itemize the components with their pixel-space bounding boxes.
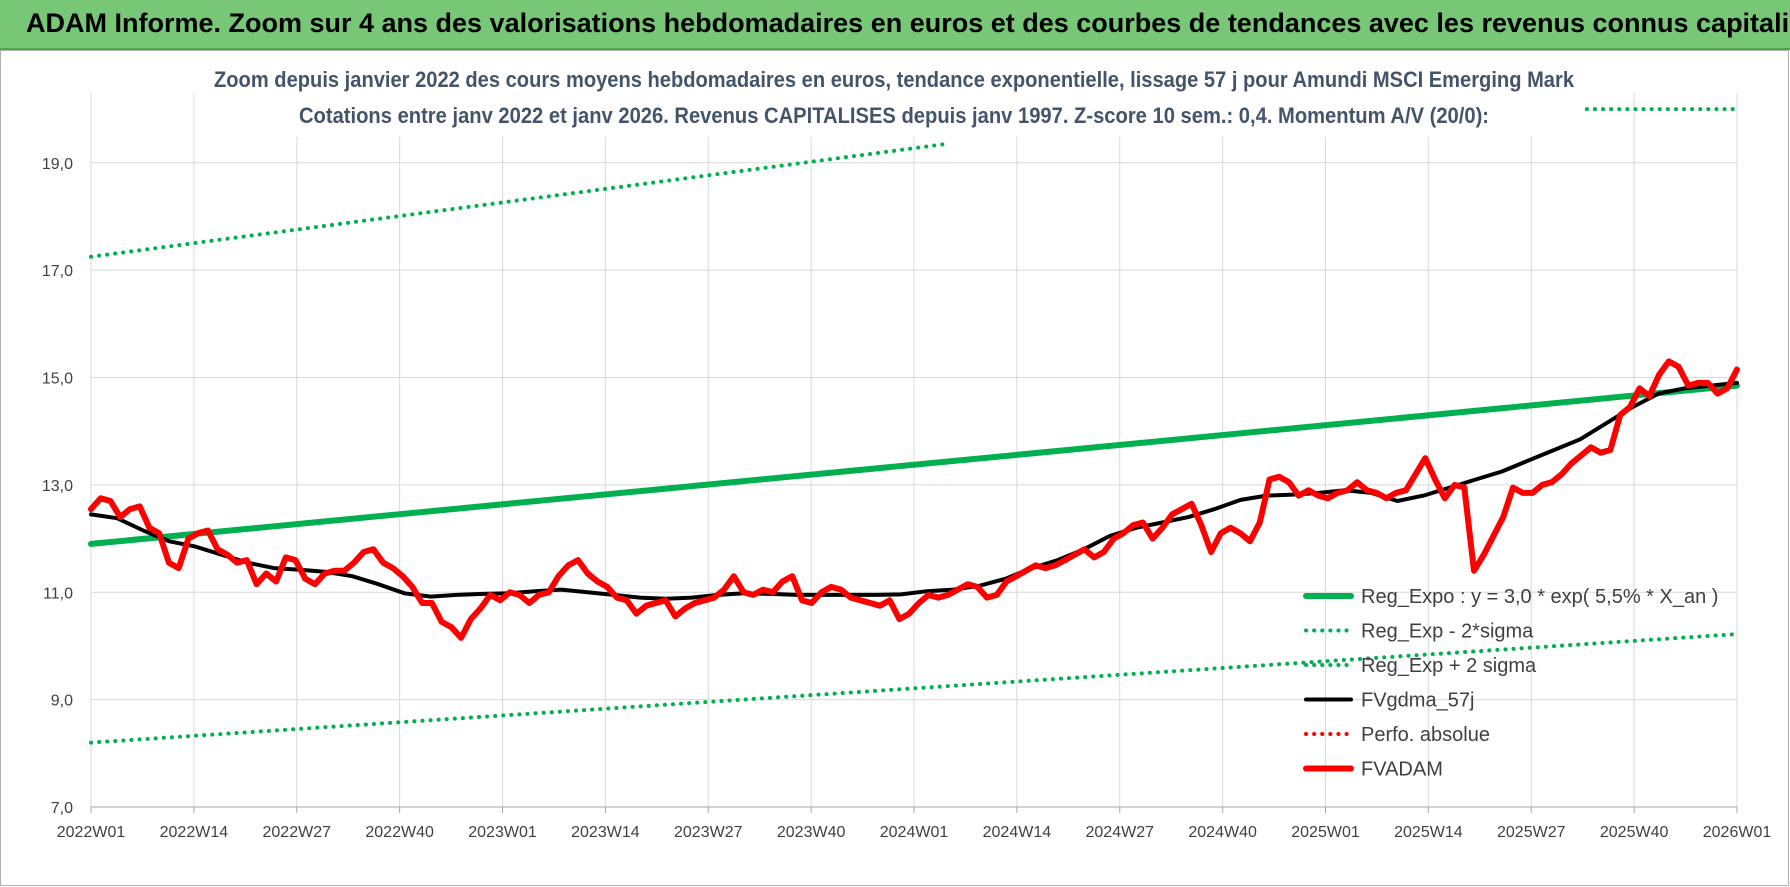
x-tick-label: 2023W40 [777,824,846,841]
x-tick-label: 2025W40 [1600,824,1669,841]
series-line-2 [89,142,948,259]
x-tick-label: 2025W01 [1291,824,1360,841]
x-tick-label: 2026W01 [1703,824,1772,841]
chart-svg: 19,0 17,0 15,0 13,0 11,0 9,0 7,0 2022W01 2022W14… [42,61,1771,841]
x-tick-label: 2024W14 [983,824,1052,841]
series-line-5 [88,358,1740,641]
legend-label: FVgdma_57j [1361,690,1474,712]
x-tick-label: 2025W27 [1497,824,1566,841]
x-tick-label: 2022W01 [57,824,126,841]
x-tick-label: 2024W40 [1188,824,1257,841]
x-tick-label: 2022W27 [263,824,332,841]
grid [90,93,1738,808]
y-tick-label: 17,0 [42,263,73,280]
axes: 19,0 17,0 15,0 13,0 11,0 9,0 7,0 2022W01 2022W14… [42,156,1771,841]
x-tick-label: 2023W01 [468,824,537,841]
series-line-1 [89,632,1739,745]
legend-label: Reg_Exp + 2 sigma [1361,655,1537,677]
series-line-3 [89,380,1739,601]
chart-title-line-1: Zoom depuis janvier 2022 des cours moyen… [214,67,1575,92]
x-tick-label: 2023W14 [571,824,640,841]
header-bar: ADAM Informe. Zoom sur 4 ans des valoris… [0,0,1790,50]
legend-label: Perfo. absolue [1361,724,1490,746]
y-tick-label: 13,0 [42,478,73,495]
x-tick-label: 2022W40 [365,824,434,841]
legend-label: FVADAM [1361,759,1443,781]
y-tick-label: 15,0 [42,371,73,388]
x-tick-label: 2024W01 [880,824,949,841]
x-tick-label: 2022W14 [160,824,229,841]
legend: Reg_Expo : y = 3,0 * exp( 5,5% * X_an ) R… [1303,586,1718,781]
y-tick-label: 11,0 [43,585,73,602]
chart-frame: 19,0 17,0 15,0 13,0 11,0 9,0 7,0 2022W01 2022W14… [0,50,1789,886]
x-tick-label: 2024W27 [1086,824,1155,841]
x-tick-label: 2023W27 [674,824,743,841]
legend-label: Reg_Expo : y = 3,0 * exp( 5,5% * X_an ) [1361,586,1718,608]
y-tick-label: 19,0 [42,156,73,173]
legend-label: Reg_Exp - 2*sigma [1361,621,1534,643]
page-title: ADAM Informe. Zoom sur 4 ans des valoris… [26,8,1790,38]
title-mask [201,61,1581,137]
series-line-0 [88,382,1740,547]
chart-title-line-2: Cotations entre janv 2022 et janv 2026. … [299,103,1489,128]
x-tick-label: 2025W14 [1394,824,1463,841]
y-tick-label: 7,0 [51,800,73,817]
chart-title: Zoom depuis janvier 2022 des cours moyen… [214,67,1575,128]
series [88,107,1740,745]
y-tick-label: 9,0 [51,693,73,710]
